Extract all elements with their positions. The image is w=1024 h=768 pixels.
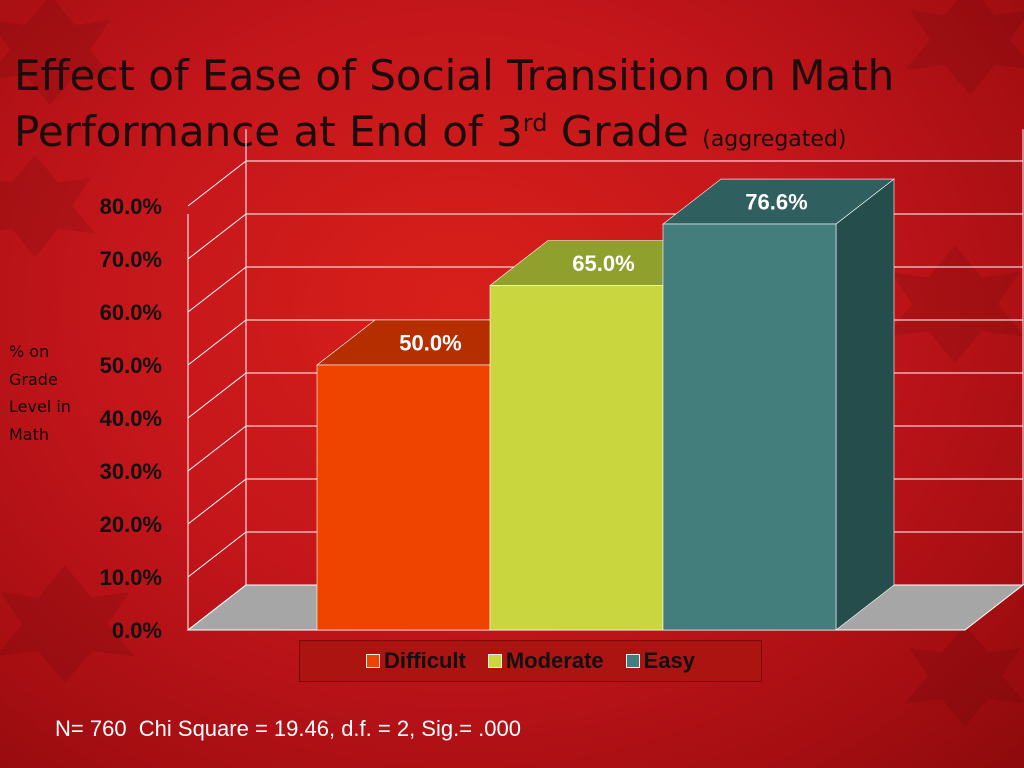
legend-item-difficult: Difficult [365, 648, 466, 674]
data-label: 50.0% [399, 331, 461, 356]
gridline-side [187, 213, 247, 260]
legend-swatch-difficult [365, 654, 380, 668]
y-tick-label: 80.0% [100, 194, 162, 219]
y-tick-label: 0.0% [112, 618, 162, 643]
gridline-side [187, 425, 247, 472]
title-aggregated-note: (aggregated) [702, 127, 847, 152]
y-tick-label: 30.0% [100, 459, 162, 484]
data-label: 65.0% [572, 251, 634, 276]
gridline-side [187, 478, 247, 525]
title-line-2: Performance at End of 3 [14, 107, 523, 156]
gridline-side [187, 584, 247, 631]
y-axis-label: % on Grade Level in Math [9, 338, 91, 448]
statistics-footnote: N= 760 Chi Square = 19.46, d.f. = 2, Sig… [55, 716, 521, 741]
bar-side-face [835, 178, 895, 631]
bar-front-face [662, 223, 837, 631]
y-tick-label: 20.0% [100, 512, 162, 537]
y-axis-ticks: 0.0% 10.0% 20.0% 30.0% 40.0% 50.0% 60.0% 70.0% 8… [100, 194, 162, 643]
title-line-2-grade: Grade [547, 107, 703, 156]
legend-label: Difficult [383, 648, 466, 673]
y-tick-label: 40.0% [100, 406, 162, 431]
title-superscript: rd [522, 109, 548, 137]
bar-front-face [316, 364, 491, 631]
data-label: 76.6% [745, 190, 807, 215]
legend-swatch-moderate [487, 654, 502, 668]
legend-label: Moderate [505, 648, 604, 673]
gridline-side [187, 319, 247, 366]
y-tick-label: 50.0% [100, 353, 162, 378]
legend-item-easy: Easy [625, 648, 696, 674]
gridline-side [187, 531, 247, 578]
data-labels: 50.0% 65.0% 76.6% [399, 190, 807, 356]
y-tick-label: 70.0% [100, 247, 162, 272]
legend-label: Easy [643, 648, 696, 673]
gridline-side [187, 372, 247, 419]
bar-easy [662, 178, 895, 631]
y-axis-label-line: % on [9, 342, 50, 361]
y-axis-label-line: Grade [9, 369, 58, 389]
chart-back-wall [187, 129, 1024, 630]
y-tick-label: 10.0% [100, 565, 162, 590]
gridline-side [187, 160, 247, 207]
y-axis-label-line: Math [9, 424, 50, 444]
y-axis-label-line: Level in [9, 397, 71, 416]
y-tick-label: 60.0% [100, 300, 162, 325]
chart-legend: Difficult Moderate Easy [299, 640, 762, 682]
title-line-1: Effect of Ease of Social Transition on M… [14, 51, 895, 100]
slide-title: Effect of Ease of Social Transition on M… [14, 48, 1004, 168]
chart-bars [316, 178, 895, 631]
legend-swatch-easy [625, 654, 640, 668]
legend-item-moderate: Moderate [487, 648, 604, 674]
gridline-side [187, 266, 247, 313]
bar-front-face [489, 285, 664, 631]
